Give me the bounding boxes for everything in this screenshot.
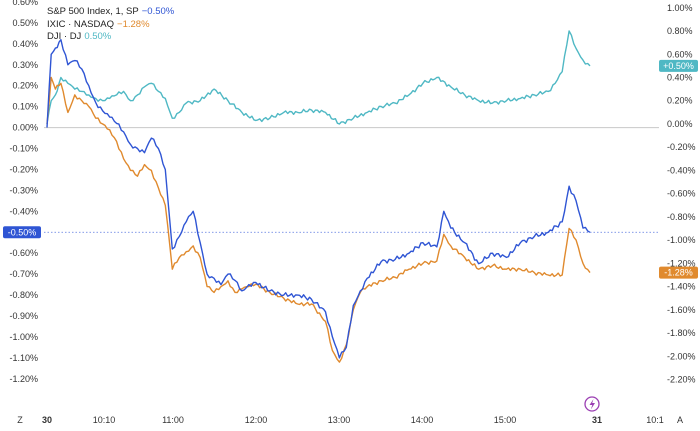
left-tick-label: -0.90% <box>9 311 38 321</box>
time-tick-label: 11:00 <box>162 415 184 425</box>
legend-value: 0.50% <box>84 31 112 42</box>
right-tick-label: -2.00% <box>667 351 696 361</box>
left-tick-label: -0.10% <box>9 144 38 154</box>
right-tick-label: -0.20% <box>667 142 696 152</box>
series-layer <box>46 30 591 363</box>
left-tick-label: -1.10% <box>9 353 38 363</box>
legend-name: IXIC · NASDAQ <box>47 18 115 30</box>
legend-value: −1.28% <box>117 18 150 30</box>
time-axis[interactable]: 30 10:10 11:00 12:00 13:00 14:00 15:00 31 10:1 Z A <box>17 415 683 425</box>
right-axis[interactable]: 1.00% 0.80% 0.60% 0.40% 0.20% 0.00% -0.20% -0.4… <box>667 3 696 385</box>
time-tick-label: 10:1 <box>646 415 664 425</box>
legend-value: −0.50% <box>141 6 175 17</box>
left-tick-label: -1.00% <box>9 332 38 342</box>
series-line-ixic <box>46 76 591 363</box>
left-tick-label: -0.60% <box>9 248 38 258</box>
left-tick-label: 0.10% <box>12 102 38 112</box>
right-tick-label: -2.20% <box>667 375 696 385</box>
right-tick-label: 0.20% <box>667 96 693 106</box>
lightning-icon <box>589 399 595 410</box>
timezone-button: Z <box>17 415 23 425</box>
left-last-value-tag <box>3 226 41 239</box>
right-value-tag-label: -1.28% <box>664 268 693 278</box>
time-tick-label: 12:00 <box>245 415 268 425</box>
left-tick-label: -0.80% <box>9 290 38 300</box>
auto-scale-button: A <box>677 415 683 425</box>
left-tick-label: -0.30% <box>9 185 38 195</box>
right-tick-label: 0.60% <box>667 49 693 59</box>
legend-item-ixic[interactable]: IXIC · NASDAQ −1.28% <box>47 19 174 32</box>
time-tick-label: 15:00 <box>494 415 517 425</box>
left-last-value-label: -0.50% <box>8 227 37 237</box>
left-tick-label: -1.20% <box>9 374 38 384</box>
legend: S&P 500 Index, 1, SP −0.50% IXIC · NASDAQ… <box>47 6 174 44</box>
right-value-tag-label: +0.50% <box>663 61 694 71</box>
left-tick-label: -0.40% <box>9 206 38 216</box>
right-tick-label: 0.80% <box>667 26 693 36</box>
left-tick-label: 0.50% <box>12 18 38 28</box>
left-tick-label: 0.00% <box>12 123 38 133</box>
right-tick-label: -1.40% <box>667 282 696 292</box>
grid-lines <box>44 127 659 233</box>
right-value-tag <box>659 266 698 279</box>
left-axis[interactable]: 0.60% 0.50% 0.40% 0.30% 0.20% 0.10% 0.00% -0.10… <box>9 0 38 384</box>
left-tick-label: -0.70% <box>9 269 38 279</box>
left-tick-label: 0.60% <box>12 0 38 7</box>
right-value-tag <box>659 59 698 72</box>
time-tick-label: 14:00 <box>411 415 434 425</box>
right-tick-label: -1.60% <box>667 305 696 315</box>
right-tick-label: -0.80% <box>667 212 696 222</box>
right-tick-label: 1.00% <box>667 3 693 13</box>
right-tick-label: -1.20% <box>667 258 696 268</box>
right-tick-label: -1.00% <box>667 235 696 245</box>
time-tick-label: 10:10 <box>93 415 116 425</box>
right-tick-label: -1.80% <box>667 328 696 338</box>
replay-lightning-button[interactable] <box>584 396 600 412</box>
legend-item-dji[interactable]: DJI · DJ 0.50% <box>47 31 174 44</box>
right-tick-label: -0.60% <box>667 189 696 199</box>
left-tick-label: 0.30% <box>12 60 38 70</box>
legend-item-sp500[interactable]: S&P 500 Index, 1, SP −0.50% <box>47 6 174 19</box>
price-tags: -0.50% +0.50% -1.28% <box>3 59 698 279</box>
left-tick-label: -0.20% <box>9 164 38 174</box>
right-tick-label: -0.40% <box>667 165 696 175</box>
right-tick-label: 0.00% <box>667 119 693 129</box>
time-tick-label: 31 <box>592 415 602 425</box>
series-line-dji <box>46 30 591 125</box>
legend-name: S&P 500 Index, 1, SP <box>47 6 139 17</box>
left-tick-label: 0.40% <box>12 39 38 49</box>
time-tick-label: 30 <box>42 415 52 425</box>
time-tick-label: 13:00 <box>328 415 351 425</box>
legend-name: DJI · DJ <box>47 31 82 42</box>
right-tick-label: 0.40% <box>667 73 693 83</box>
series-line-sp500 <box>46 39 591 359</box>
left-tick-label: 0.20% <box>12 81 38 91</box>
